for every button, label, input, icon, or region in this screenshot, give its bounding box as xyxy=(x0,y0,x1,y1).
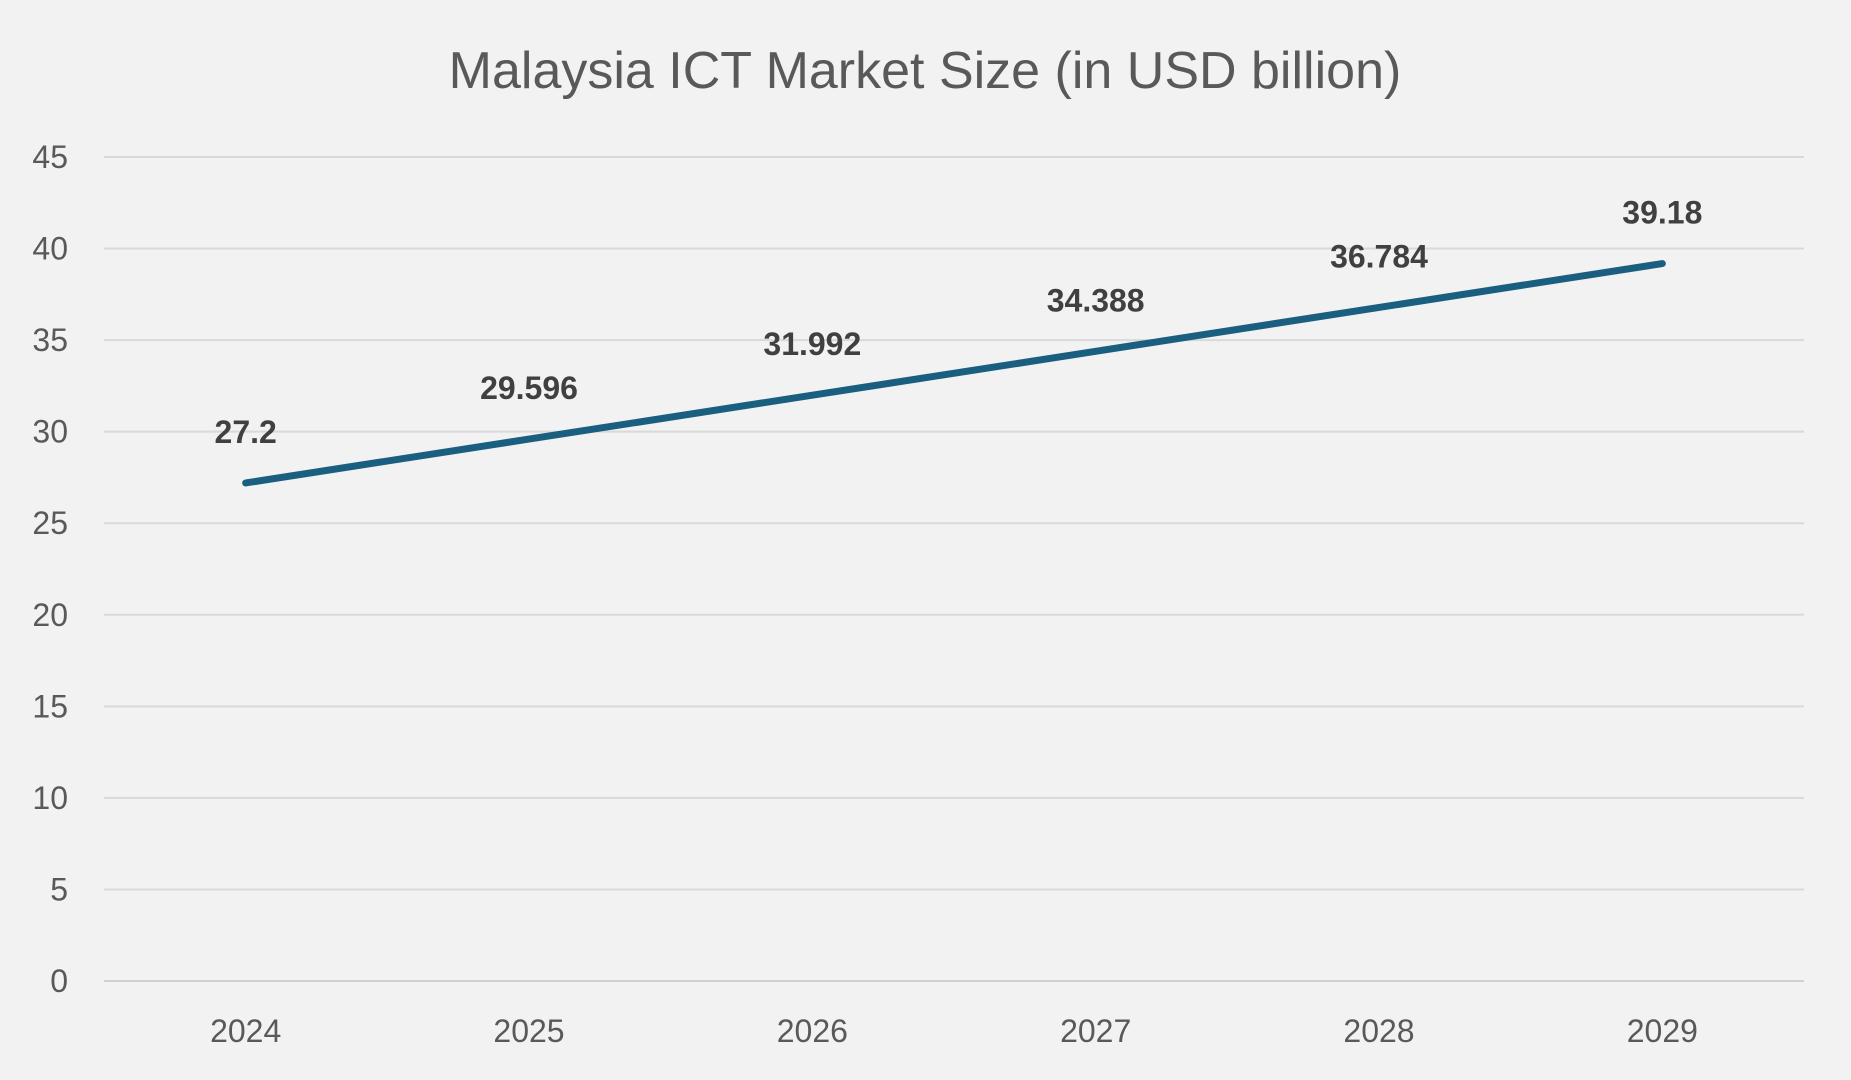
y-tick-label: 45 xyxy=(32,139,68,175)
gridlines xyxy=(104,156,1804,982)
y-tick-label: 30 xyxy=(32,414,68,450)
y-axis-ticks: 0 5 10 15 20 25 30 35 40 45 xyxy=(32,139,68,999)
x-axis-ticks: 2024 2025 2026 2027 2028 2029 xyxy=(210,1013,1698,1049)
y-tick-label: 15 xyxy=(32,688,68,724)
x-tick-label: 2028 xyxy=(1343,1013,1414,1049)
y-tick-label: 5 xyxy=(50,871,68,907)
y-tick-label: 10 xyxy=(32,780,68,816)
data-point xyxy=(809,392,816,399)
y-tick-label: 35 xyxy=(32,322,68,358)
data-label: 31.992 xyxy=(763,326,861,362)
x-tick-label: 2027 xyxy=(1060,1013,1131,1049)
data-labels: 27.2 29.596 31.992 34.388 36.784 39.18 xyxy=(215,195,1703,450)
series-lines xyxy=(242,260,1666,487)
data-point xyxy=(1092,348,1099,355)
data-label: 34.388 xyxy=(1047,282,1145,318)
y-tick-label: 0 xyxy=(50,963,68,999)
data-point xyxy=(526,436,532,443)
x-tick-label: 2029 xyxy=(1627,1013,1698,1049)
y-tick-label: 20 xyxy=(32,597,68,633)
y-tick-label: 40 xyxy=(32,231,68,267)
data-point xyxy=(1376,304,1382,311)
x-tick-label: 2026 xyxy=(777,1013,848,1049)
data-label: 36.784 xyxy=(1330,238,1428,274)
x-tick-label: 2024 xyxy=(210,1013,281,1049)
data-point xyxy=(1659,260,1666,267)
data-label: 39.18 xyxy=(1622,195,1702,231)
x-tick-label: 2025 xyxy=(493,1013,564,1049)
chart-title: Malaysia ICT Market Size (in USD billion… xyxy=(449,42,1402,100)
series-line xyxy=(242,260,1666,487)
y-tick-label: 25 xyxy=(32,505,68,541)
data-label: 27.2 xyxy=(215,414,277,450)
data-label: 29.596 xyxy=(480,370,578,406)
data-point xyxy=(242,479,249,486)
